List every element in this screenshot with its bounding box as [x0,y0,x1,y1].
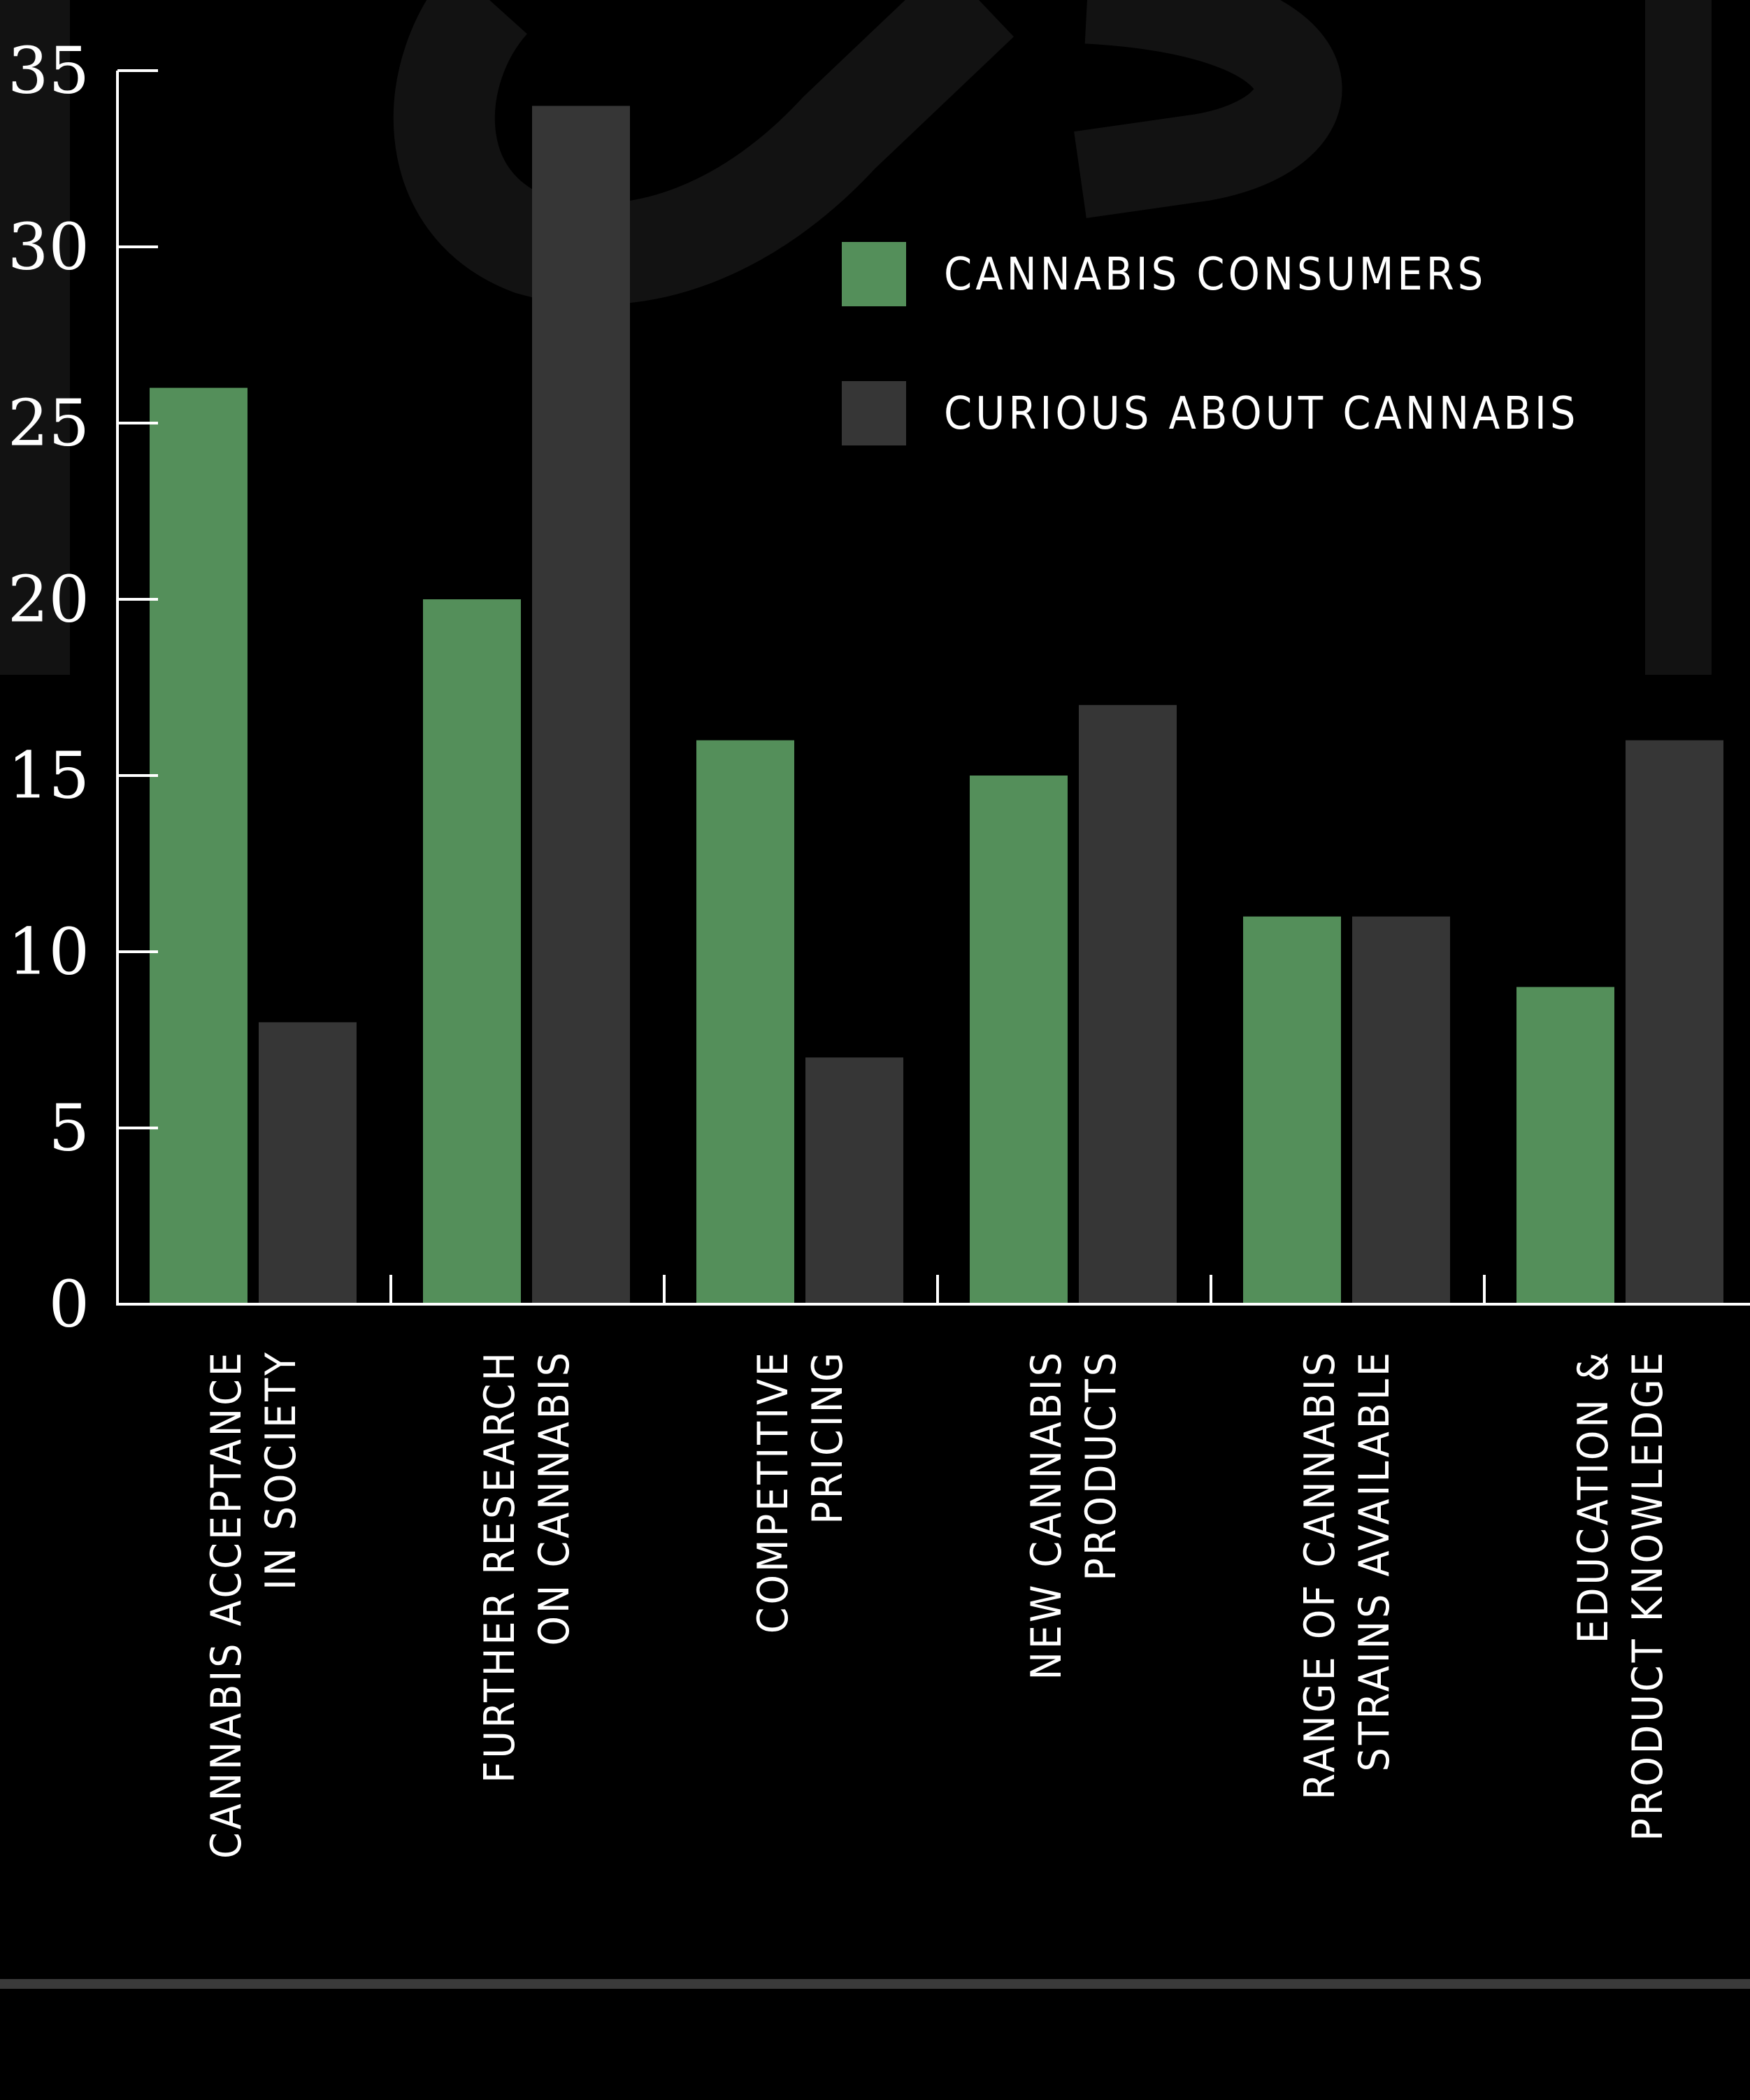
category-label-line: STRAINS AVAILABLE [1350,1350,1399,1771]
bar-consumers-4 [970,776,1068,1304]
legend-swatch-consumers [842,242,906,306]
category-label-line: ON CANNABIS [530,1350,579,1645]
watermark-bar-right [1645,0,1712,675]
watermark-curve [1074,0,1342,218]
y-tick-label: 20 [8,562,89,637]
category-label-line: COMPETITIVE [749,1350,798,1634]
bar-consumers-6 [1516,987,1614,1304]
y-tick-label: 25 [8,386,89,461]
bar-curious-6 [1626,740,1723,1304]
category-label-line: IN SOCIETY [257,1350,306,1590]
category-label-line: NEW CANNABIS [1022,1350,1071,1680]
bar-consumers-2 [423,599,521,1304]
footer [0,1979,1750,1989]
category-label-4: NEW CANNABIS PRODUCTS [1022,1350,1126,1680]
bar-curious-1 [259,1022,357,1304]
category-label-6: EDUCATION & PRODUCT KNOWLEDGE [1569,1350,1672,1841]
category-label-line: RANGE OF CANNABIS [1296,1350,1344,1800]
category-labels: CANNABIS ACCEPTANCE IN SOCIETY FURTHER RES… [202,1350,1672,1859]
y-tick-label: 30 [8,210,89,285]
category-label-line: PRODUCTS [1077,1350,1126,1581]
category-label-line: EDUCATION & [1569,1350,1618,1643]
y-tick-labels: 0 5 10 15 20 25 30 35 [8,34,89,1342]
legend-label-consumers: CANNABIS CONSUMERS [944,249,1486,301]
category-label-3: COMPETITIVE PRICING [749,1350,852,1634]
bar-curious-3 [805,1057,903,1304]
category-label-line: CANNABIS ACCEPTANCE [202,1350,251,1859]
y-tick-label: 10 [8,915,89,990]
category-label-line: FURTHER RESEARCH [475,1350,524,1783]
y-tick-label: 15 [8,738,89,813]
watermark-loop [393,0,1014,305]
footer-divider [0,1979,1750,1989]
watermark-bar-left [0,0,70,675]
legend-swatch-curious [842,381,906,445]
bar-consumers-3 [696,740,794,1304]
bar-consumers-1 [150,387,248,1304]
legend: CANNABIS CONSUMERS CURIOUS ABOUT CANNABIS [842,242,1579,445]
category-label-5: RANGE OF CANNABIS STRAINS AVAILABLE [1296,1350,1399,1800]
bar-curious-4 [1079,705,1177,1304]
y-tick-label: 0 [48,1267,89,1342]
bar-consumers-5 [1243,916,1341,1304]
background-watermark [0,0,1712,675]
y-tick-label: 5 [48,1091,89,1166]
legend-label-curious: CURIOUS ABOUT CANNABIS [944,388,1579,440]
category-label-1: CANNABIS ACCEPTANCE IN SOCIETY [202,1350,306,1859]
category-label-line: PRODUCT KNOWLEDGE [1623,1350,1672,1841]
category-label-line: PRICING [803,1350,852,1524]
bar-curious-2 [532,106,630,1304]
bars [150,106,1723,1304]
category-label-2: FURTHER RESEARCH ON CANNABIS [475,1350,579,1783]
y-tick-label: 35 [8,34,89,108]
axes [116,69,1750,1306]
bar-curious-5 [1352,916,1450,1304]
